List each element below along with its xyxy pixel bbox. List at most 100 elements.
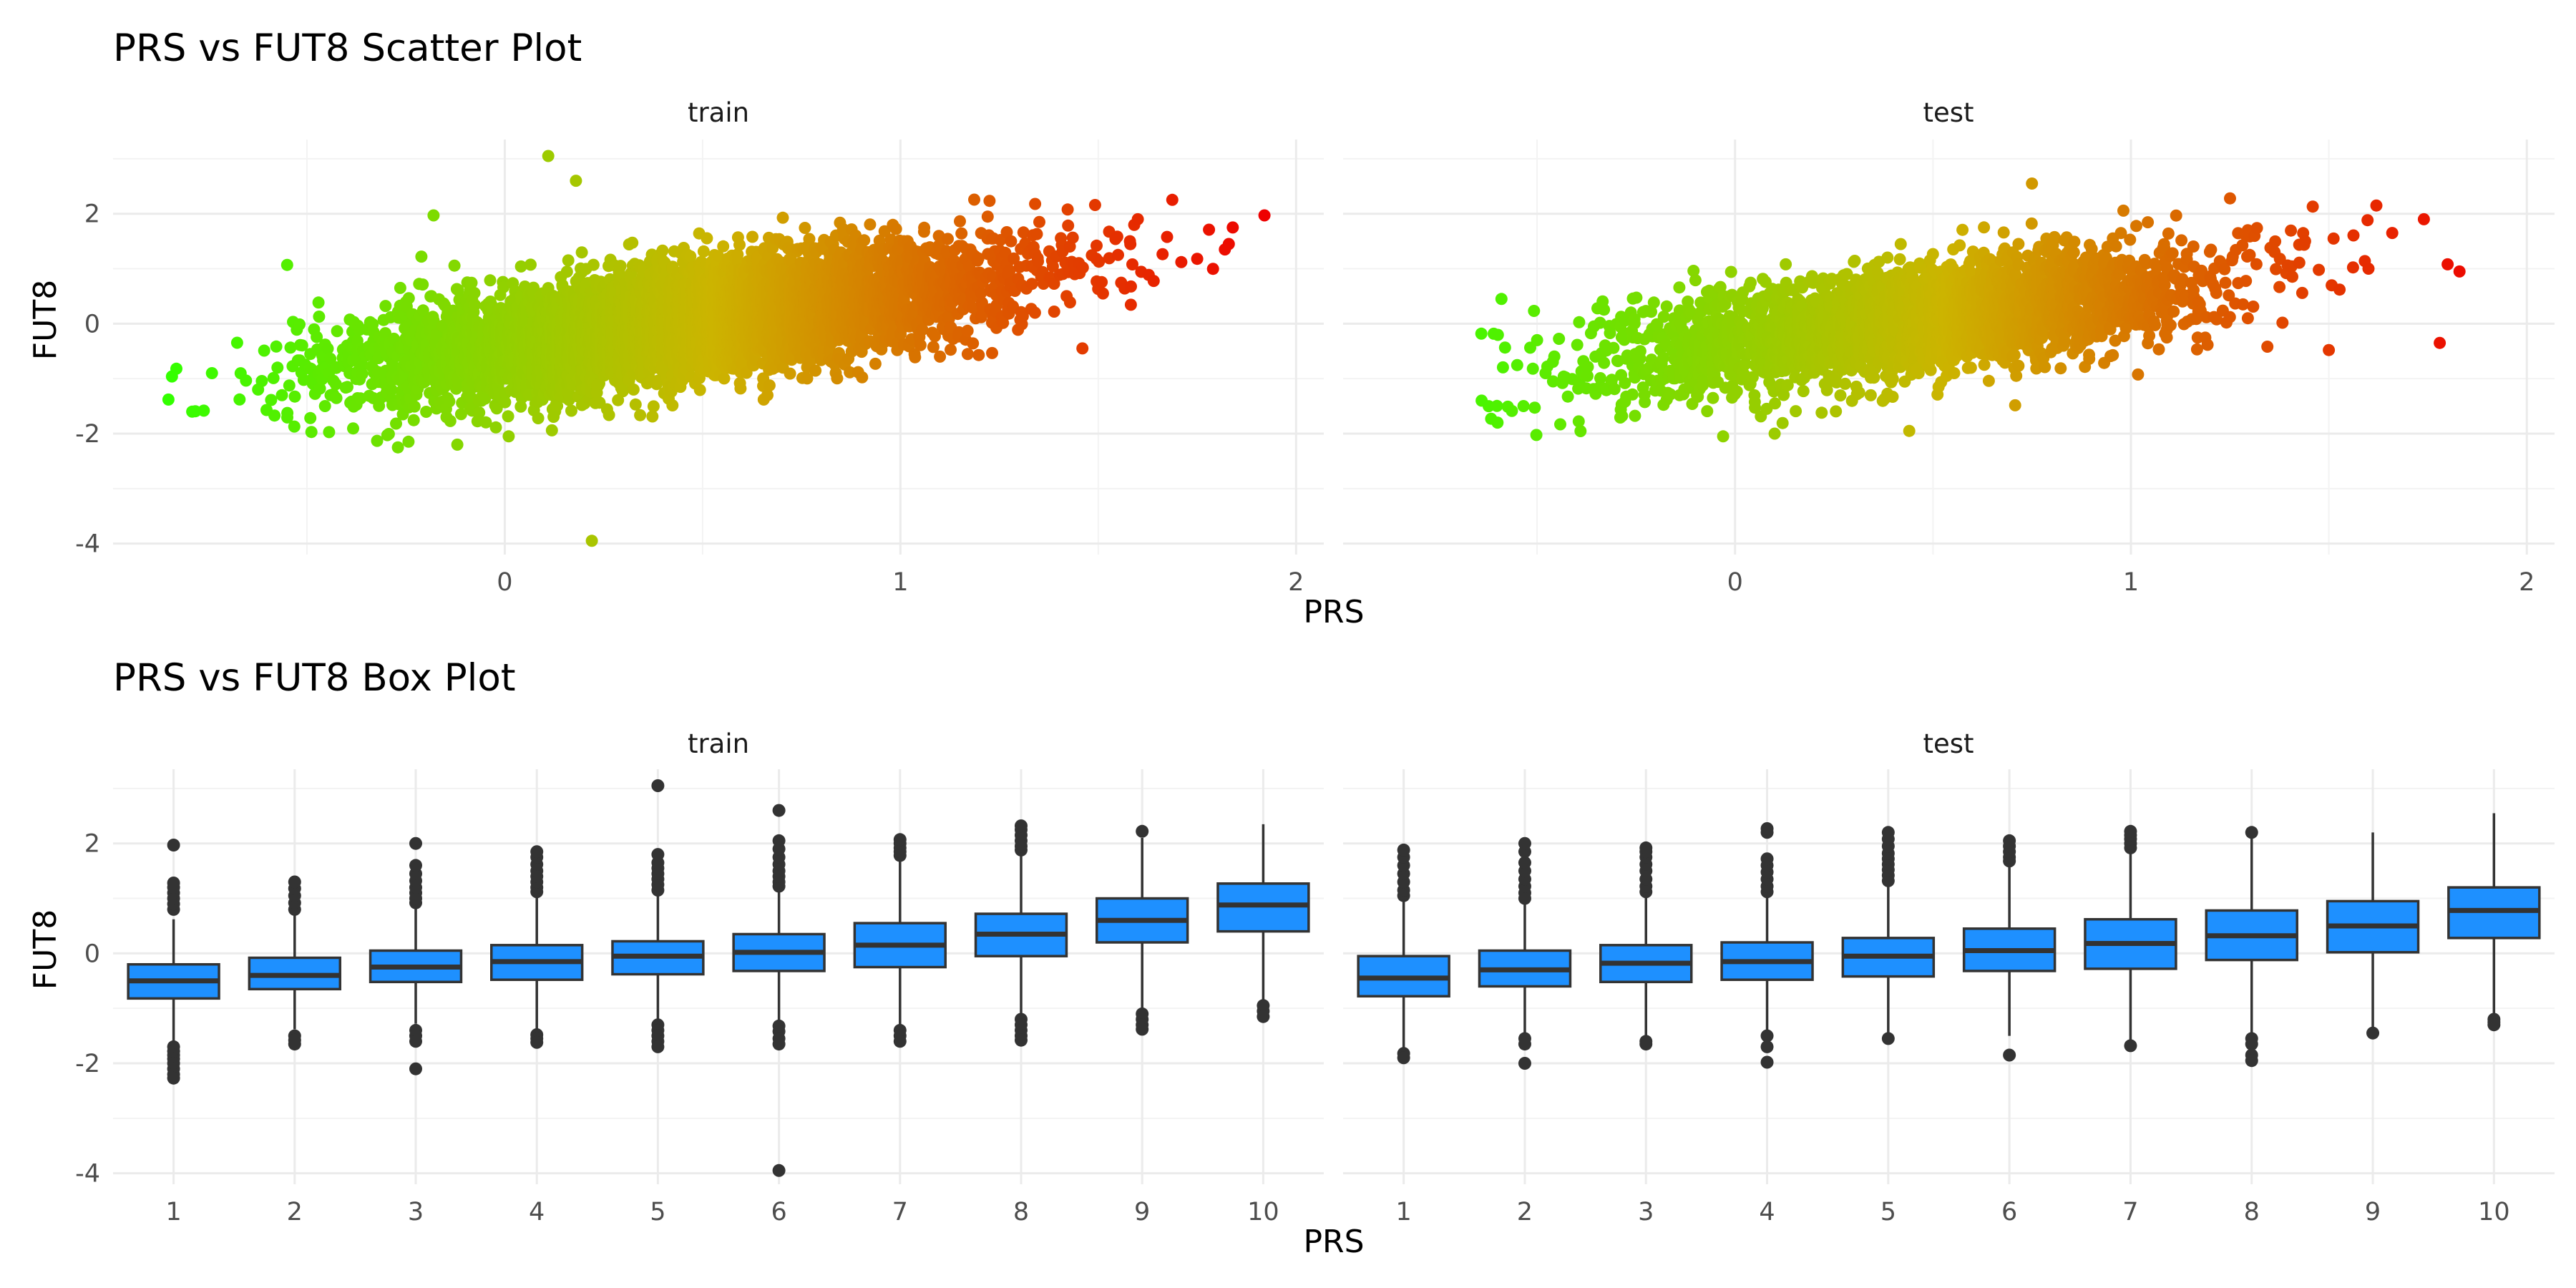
scatter-point	[562, 254, 575, 267]
scatter-point	[341, 381, 353, 394]
scatter-point	[551, 399, 564, 412]
scatter-point	[490, 402, 503, 415]
scatter-point	[382, 428, 395, 440]
scatter-point	[258, 344, 270, 357]
scatter-point	[347, 422, 359, 435]
scatter-point	[614, 260, 627, 273]
scatter-point	[634, 409, 647, 421]
scatter-point	[545, 424, 558, 436]
scatter-point	[313, 382, 326, 395]
scatter-point	[469, 298, 482, 311]
scatter-point	[324, 352, 337, 365]
scatter-point	[626, 236, 639, 249]
scatter-point	[763, 379, 776, 392]
scatter-point	[371, 434, 384, 447]
scatter-point	[693, 384, 706, 396]
scatter-point	[267, 371, 280, 384]
scatter-point	[497, 280, 509, 293]
scatter-point	[514, 400, 527, 413]
scatter-point	[293, 318, 306, 331]
scatter-point	[356, 368, 369, 380]
scatter-point	[701, 232, 713, 245]
scatter-point	[321, 342, 334, 355]
scatter-point	[385, 384, 398, 396]
scatter-point	[733, 238, 746, 251]
scatter-point	[270, 340, 283, 353]
scatter-point	[416, 278, 429, 291]
scatter-point	[602, 409, 615, 421]
scatter-point	[416, 304, 429, 317]
scatter-point	[454, 408, 467, 421]
scatter-point	[627, 383, 640, 396]
scatter-point	[331, 325, 343, 338]
scatter-point	[323, 426, 336, 439]
scatter-point	[525, 258, 537, 271]
scatter-point	[379, 300, 392, 313]
scatter-point	[408, 400, 421, 413]
scatter-point	[502, 410, 514, 423]
scatter-point	[532, 412, 545, 424]
scatter-point	[479, 392, 492, 405]
scatter-point	[465, 276, 478, 289]
scatter-point	[390, 417, 402, 430]
scatter-point	[629, 398, 642, 411]
scatter-strip-train: train	[688, 97, 749, 128]
scatter-point	[776, 211, 789, 224]
scatter-point	[565, 404, 577, 417]
scatter-point	[313, 311, 326, 323]
scatter-point	[443, 395, 456, 408]
scatter-point	[304, 411, 317, 424]
scatter-point	[284, 341, 297, 354]
scatter-point	[479, 416, 492, 429]
scatter-point	[499, 396, 512, 409]
scatter-point	[734, 382, 747, 395]
scatter-point	[240, 374, 253, 387]
scatter-point	[587, 258, 600, 271]
scatter-point	[468, 287, 481, 299]
scatter-point	[415, 250, 428, 263]
scatter-point	[330, 391, 343, 404]
scatter-point	[448, 259, 461, 272]
scatter-title: PRS vs FUT8 Scatter Plot	[113, 26, 582, 70]
scatter-point	[233, 393, 246, 406]
scatter-point	[283, 379, 296, 392]
scatter-point	[697, 245, 710, 258]
scatter-point	[386, 360, 399, 373]
scatter-point	[268, 409, 281, 422]
scatter-point	[784, 367, 796, 380]
scatter-point	[297, 374, 310, 386]
scatter-points-train	[165, 193, 1219, 448]
scatter-point	[288, 420, 301, 433]
scatter-point	[575, 246, 588, 259]
scatter-point	[255, 375, 268, 387]
scatter-point	[444, 414, 457, 427]
scatter-point	[296, 339, 308, 352]
scatter-point	[271, 361, 284, 374]
scatter-point	[560, 265, 573, 278]
scatter-point	[402, 435, 415, 448]
scatter-point	[407, 414, 420, 426]
scatter-point	[746, 230, 758, 243]
scatter-point	[394, 281, 406, 294]
scatter-point	[452, 379, 465, 392]
scatter-point	[275, 389, 288, 401]
scatter-point	[718, 372, 731, 385]
scatter-point	[473, 406, 486, 419]
scatter-point	[514, 260, 527, 273]
scatter-point	[420, 406, 433, 418]
scatter-point	[318, 400, 331, 412]
scatter-point	[717, 240, 730, 253]
scatter-point	[197, 404, 210, 417]
scatter-point	[265, 394, 278, 406]
scatter-point	[329, 378, 342, 391]
scatter-point	[666, 399, 679, 411]
scatter-point	[305, 426, 318, 439]
scatter-point	[312, 296, 325, 309]
scatter-point	[311, 331, 323, 343]
scatter-point	[230, 336, 243, 349]
scatter-point	[489, 421, 502, 434]
scatter-point	[281, 406, 294, 419]
